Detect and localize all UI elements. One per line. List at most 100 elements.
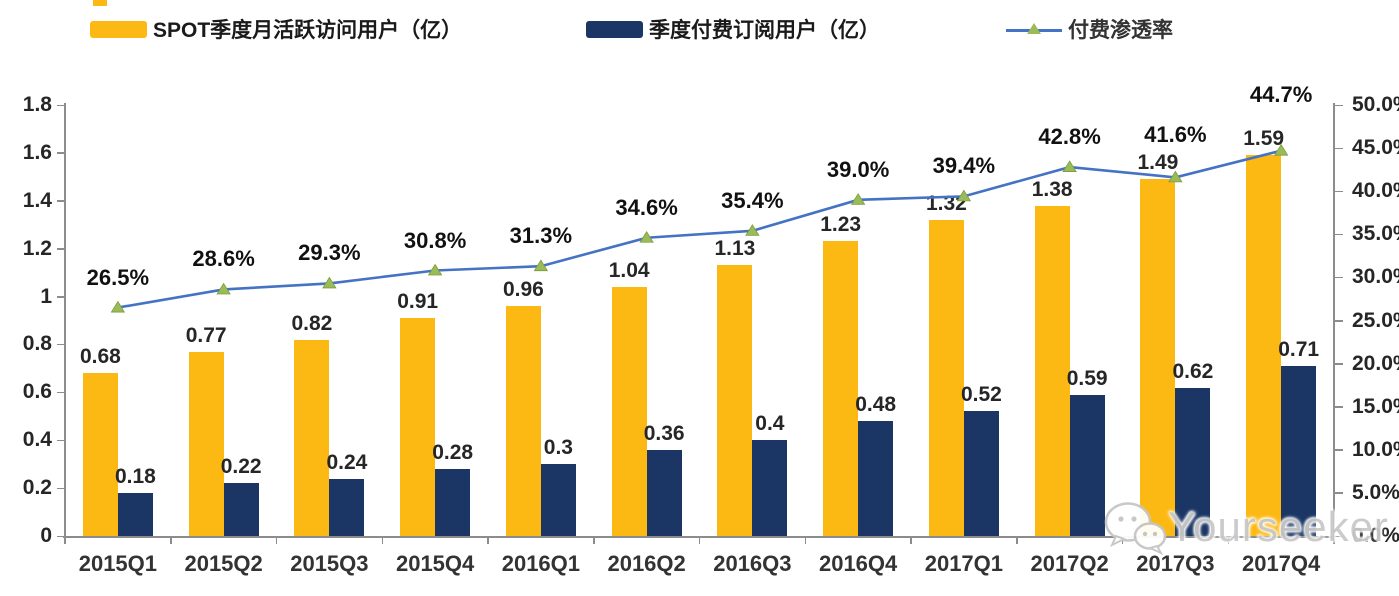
legend-label-penetration: 付费渗透率 xyxy=(1068,19,1173,42)
subs-bar xyxy=(435,468,471,536)
legend-item-penetration: 付费渗透率 xyxy=(1006,14,1173,44)
penetration-pct-label: 31.3% xyxy=(509,223,573,249)
x-axis-label: 2016Q3 xyxy=(713,551,792,576)
mau-bar xyxy=(400,318,436,536)
penetration-line-swatch xyxy=(1006,21,1062,38)
left-tick-mark xyxy=(57,439,65,442)
x-tick-mark xyxy=(593,537,595,544)
x-tick-mark xyxy=(1016,537,1018,544)
mau-value-label: 0.77 xyxy=(185,323,227,347)
legend-item-subs: 季度付费订阅用户（亿） xyxy=(586,14,880,44)
mau-value-label: 0.91 xyxy=(397,290,439,314)
left-axis-tick-label: 1.6 xyxy=(22,140,52,164)
subs-bar xyxy=(329,478,365,536)
y-axis-left xyxy=(64,103,66,537)
penetration-line xyxy=(117,149,1282,309)
x-axis-label: 2016Q4 xyxy=(818,551,898,576)
triangle-marker xyxy=(216,282,231,295)
left-tick-mark xyxy=(57,487,65,490)
right-axis-tick-label: 5.0% xyxy=(1352,480,1399,504)
subs-value-label: 0.4 xyxy=(755,412,785,436)
left-tick-mark xyxy=(57,104,65,106)
left-axis-tick-label: 0 xyxy=(40,524,52,547)
subs-bar xyxy=(1281,365,1317,536)
subs-value-label: 0.48 xyxy=(855,393,897,417)
left-tick-mark xyxy=(57,152,65,154)
penetration-pct-label: 39.4% xyxy=(932,153,996,179)
right-axis-tick-label: 0.0% xyxy=(1352,524,1399,547)
right-axis-tick-label: 40.0% xyxy=(1352,179,1399,203)
x-tick-mark xyxy=(487,537,489,544)
triangle-marker xyxy=(427,263,443,276)
legend-label-mau: SPOT季度月活跃访问用户（亿） xyxy=(153,19,463,42)
subs-bar xyxy=(1175,387,1211,536)
mau-value-label: 1.32 xyxy=(925,191,967,215)
legend-item-mau: SPOT季度月活跃访问用户（亿） xyxy=(90,14,462,44)
left-tick-mark xyxy=(57,391,65,394)
right-tick-mark xyxy=(1335,190,1343,193)
subs-bar xyxy=(752,440,788,536)
subs-value-label: 0.3 xyxy=(543,436,573,460)
subs-bar xyxy=(963,411,999,536)
x-axis-label: 2017Q4 xyxy=(1241,551,1321,576)
right-tick-mark xyxy=(1335,449,1343,451)
mau-bar xyxy=(1140,179,1176,536)
left-axis-tick-label: 0.4 xyxy=(22,428,52,452)
right-tick-mark xyxy=(1335,535,1343,537)
x-axis-label: 2015Q2 xyxy=(184,551,263,576)
left-axis-tick-label: 0.6 xyxy=(22,380,52,404)
subs-value-label: 0.36 xyxy=(643,421,685,445)
mau-value-label: 1.38 xyxy=(1031,177,1073,201)
triangle-marker xyxy=(533,259,549,272)
x-axis-label: 2017Q1 xyxy=(924,551,1004,576)
subs-value-label: 0.71 xyxy=(1278,337,1320,361)
x-tick-mark xyxy=(1333,537,1335,544)
right-tick-mark xyxy=(1335,147,1343,150)
mau-value-label: 1.13 xyxy=(714,237,756,261)
x-tick-mark xyxy=(804,537,806,544)
mau-value-label: 0.68 xyxy=(79,345,121,369)
mau-value-label: 0.96 xyxy=(502,278,544,302)
right-axis-tick-label: 20.0% xyxy=(1352,351,1399,375)
left-axis-tick-label: 0.8 xyxy=(22,332,52,356)
left-axis-tick-label: 1.4 xyxy=(22,188,52,212)
right-axis-tick-label: 50.0% xyxy=(1352,93,1399,116)
cropped-element-fragment xyxy=(93,0,107,6)
subs-value-label: 0.18 xyxy=(114,464,156,488)
mau-value-label: 1.49 xyxy=(1137,151,1179,175)
penetration-pct-label: 41.6% xyxy=(1144,122,1207,148)
triangle-marker-icon xyxy=(1027,22,1041,34)
penetration-pct-label: 30.8% xyxy=(403,227,467,253)
subs-value-label: 0.59 xyxy=(1066,366,1108,390)
penetration-pct-label: 34.6% xyxy=(615,194,678,220)
x-axis-label: 2017Q2 xyxy=(1030,551,1109,576)
mau-bar xyxy=(188,351,224,536)
mau-series-swatch xyxy=(90,20,147,38)
triangle-marker xyxy=(850,193,866,205)
left-tick-mark xyxy=(57,248,65,250)
subs-bar xyxy=(1069,394,1105,536)
watermark-text: Yourseeker xyxy=(1168,503,1389,550)
right-tick-mark xyxy=(1335,406,1343,408)
mau-bar xyxy=(82,373,118,536)
x-tick-mark xyxy=(170,537,172,544)
left-tick-mark xyxy=(57,200,65,202)
x-axis-label: 2016Q2 xyxy=(607,551,686,576)
left-tick-mark xyxy=(57,535,65,537)
x-axis-label: 2015Q3 xyxy=(290,551,369,576)
left-axis-tick-label: 1.8 xyxy=(22,93,52,116)
right-tick-mark xyxy=(1335,320,1343,322)
mau-value-label: 1.04 xyxy=(608,258,650,282)
penetration-pct-label: 42.8% xyxy=(1038,124,1101,150)
right-tick-mark xyxy=(1335,492,1343,494)
x-tick-mark xyxy=(64,537,66,544)
mau-value-label: 1.23 xyxy=(820,213,862,237)
right-tick-mark xyxy=(1335,104,1343,106)
right-axis-tick-label: 30.0% xyxy=(1352,265,1399,289)
penetration-pct-label: 39.0% xyxy=(826,156,890,182)
left-axis-tick-label: 1.2 xyxy=(22,236,52,260)
triangle-marker xyxy=(1062,160,1077,172)
subs-value-label: 0.22 xyxy=(220,455,262,479)
right-axis-tick-label: 35.0% xyxy=(1352,222,1399,246)
